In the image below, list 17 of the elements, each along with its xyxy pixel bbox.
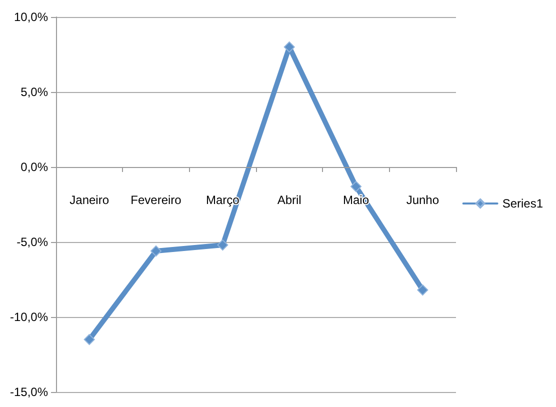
point <box>350 181 362 192</box>
point <box>150 246 162 256</box>
y-tick-label: -5,0% <box>16 235 48 249</box>
point <box>217 240 228 250</box>
point <box>84 334 95 345</box>
x-tick-label: Abril <box>277 193 302 207</box>
x-tick-label: Janeiro <box>70 193 110 207</box>
x-tick-label: Junho <box>406 193 440 207</box>
y-tick-label: 5,0% <box>20 85 48 99</box>
y-tick-label: 10,0% <box>14 10 48 24</box>
point <box>417 284 428 296</box>
legend-label: Series1 <box>502 196 544 210</box>
y-tick-label: -10,0% <box>10 310 48 324</box>
y-tick-label: -15,0% <box>10 385 48 399</box>
x-tick-label: Fevereiro <box>130 193 182 207</box>
point <box>284 42 295 52</box>
y-tick-label: 0,0% <box>20 160 48 174</box>
